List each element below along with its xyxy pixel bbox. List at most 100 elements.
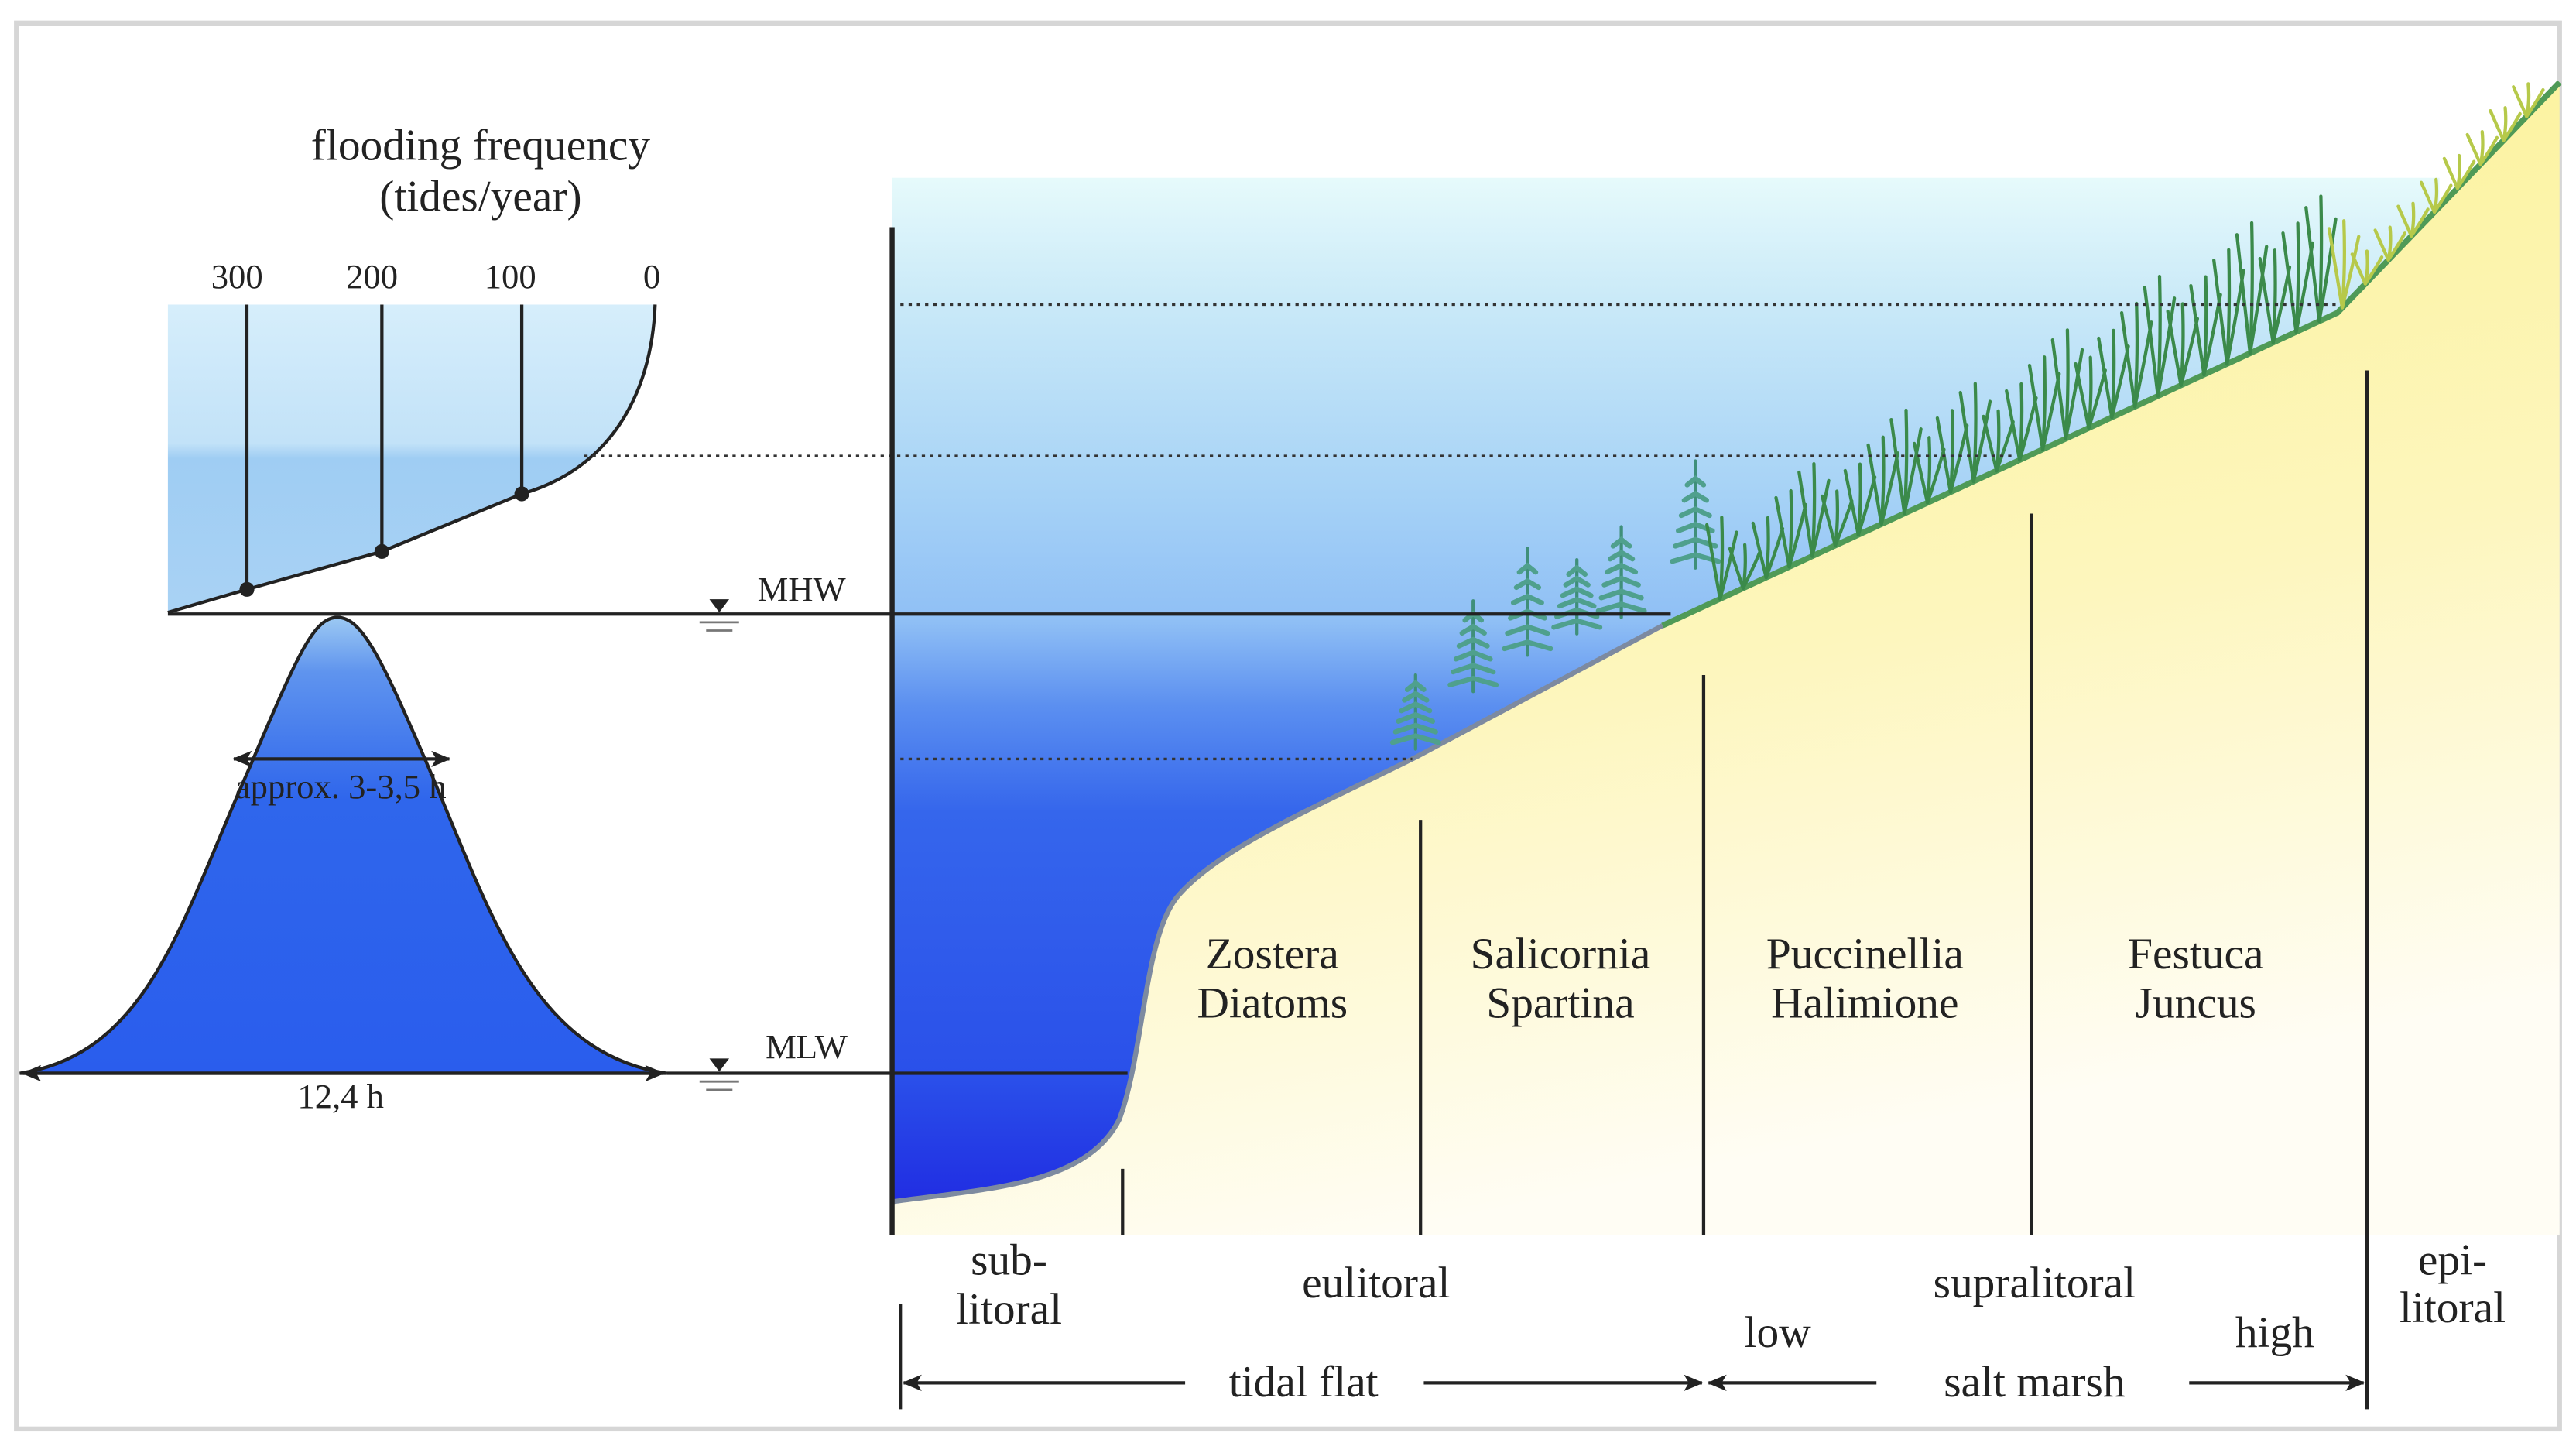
plant [1705,523,1722,601]
vegetation-label: Juncus [2136,979,2256,1028]
zone-label: supralitoral [1934,1259,2136,1307]
level-symbol [709,1058,730,1072]
vegetation-label: Spartina [1486,979,1634,1028]
plant [1820,494,1838,547]
vegetation-label: Halimione [1771,979,1958,1028]
plant [1903,427,1923,516]
plant [2097,336,2114,420]
mhw-label: MHW [758,570,847,608]
marsh-level-label: low [1745,1308,1812,1357]
plant [1670,552,1721,564]
zone-label: epi- [2418,1235,2487,1284]
plant [1595,601,1647,614]
plant [1913,441,1930,505]
plant [1607,549,1636,562]
plant [1510,593,1544,605]
vegetation-label: Diatoms [1197,979,1348,1028]
plant [1392,722,1438,735]
plant [1560,586,1594,598]
zone-label: sub- [971,1235,1047,1284]
plant [1605,562,1639,575]
plant [1505,624,1550,636]
panel-title: flooding frequency [311,122,651,170]
plant [1502,639,1553,652]
plant [2064,348,2084,440]
plant [1566,564,1588,577]
plant [1971,399,1992,484]
mlw-label: MLW [766,1027,848,1066]
plant [1598,588,1644,601]
vegetation-label: Salicornia [1471,930,1651,978]
plant [1451,663,1496,675]
plant [1810,478,1831,558]
plant [2248,245,2269,355]
point [514,486,529,502]
plant [1404,680,1427,692]
plant [1456,636,1490,649]
sediment [892,82,2560,1235]
plant [1678,505,1712,519]
landform-label: tidal flat [1229,1358,1379,1407]
plant [2212,259,2229,366]
vegetation-label: Festuca [2128,930,2263,978]
plant [2478,135,2499,166]
tick-label: 200 [346,257,398,296]
plant [1447,675,1499,687]
tick-label: 0 [643,257,660,296]
plant [2502,111,2522,142]
plant [1459,623,1487,636]
plant [1610,536,1632,549]
plant [2005,389,2022,462]
plant [1751,521,1768,580]
plant [1396,711,1436,724]
plant [1797,470,1814,558]
plant [2050,338,2067,440]
plant [2074,362,2091,430]
plant [2027,363,2045,451]
zone-label: litoral [956,1285,1062,1334]
plant [1718,530,1738,601]
plant [2327,227,2345,310]
plant [2410,207,2430,238]
plant [1508,608,1547,621]
plant [2386,231,2406,262]
plant [1453,649,1493,662]
plant [2258,256,2275,344]
zone-label: litoral [2400,1283,2506,1332]
panel-subtitle: (tides/year) [379,173,581,221]
plant [2166,309,2183,387]
vegetation [1389,82,2545,751]
plant [2143,286,2160,398]
seabed-line [892,623,1664,1205]
plant [2119,310,2137,409]
plant [2525,87,2545,118]
plant [1551,618,1603,630]
plant [1958,390,1975,484]
plant [1601,575,1641,588]
point [374,543,389,560]
plant [1684,475,1707,488]
plant [1516,562,1539,575]
plant [1389,733,1441,745]
plant [1557,597,1597,609]
level-symbol [709,599,730,613]
marsh-level-label: high [2235,1308,2314,1357]
vegetation-label: Puccinellia [1766,930,1964,978]
plant [2432,183,2453,214]
plant [2340,235,2361,310]
plant [1681,491,1709,503]
zone-label: eulitoral [1302,1259,1450,1307]
duration-label: approx. 3-3,5 h [235,767,447,806]
landform-label: salt marsh [1944,1358,2125,1407]
plant [1982,414,1999,473]
plant [1399,701,1433,714]
plant [1513,577,1542,591]
point [239,581,255,597]
plant [2189,283,2206,377]
plant [2235,233,2252,355]
plant [1843,468,1860,537]
plant [1741,550,1762,590]
plant [1866,443,1883,526]
plant [1889,417,1906,516]
